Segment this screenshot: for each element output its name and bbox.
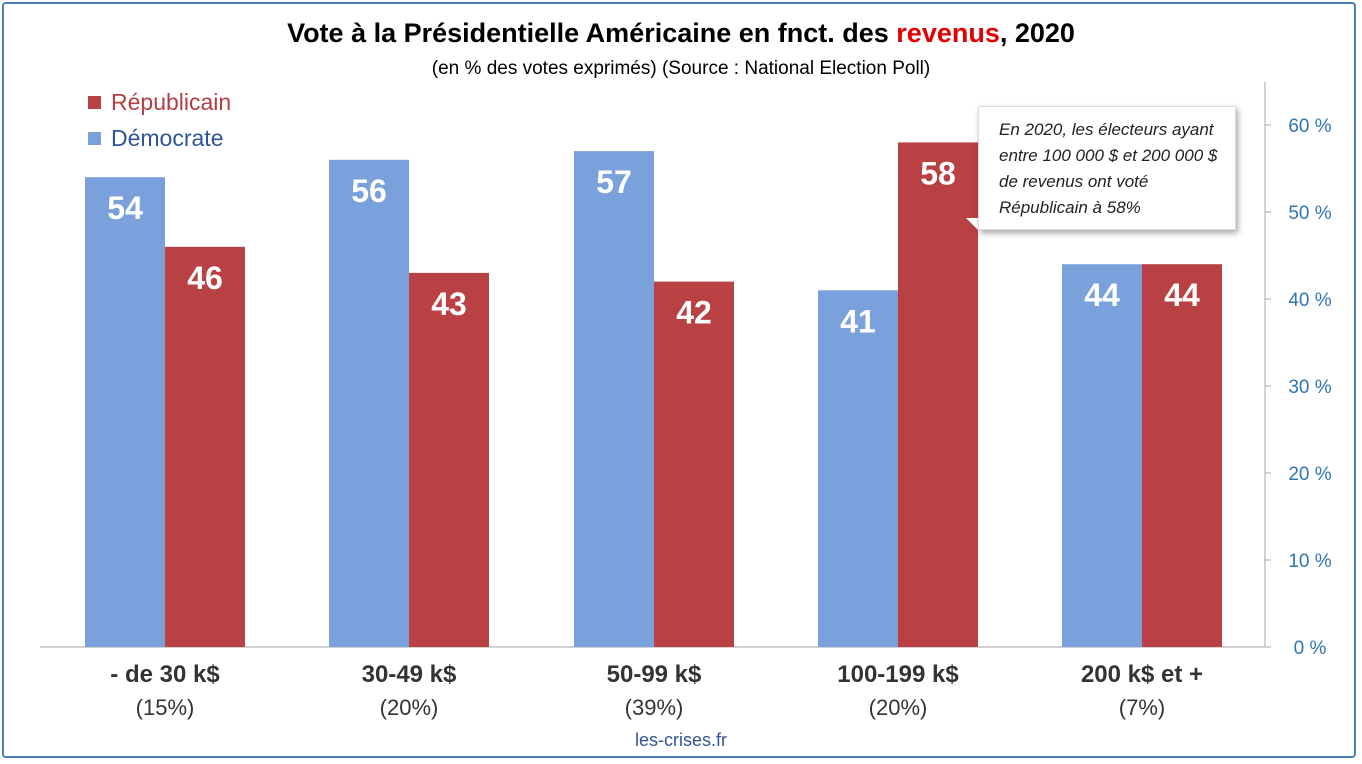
bar-democrate	[574, 151, 654, 647]
legend-swatch-democrate	[88, 131, 101, 145]
title-main: Vote à la Présidentielle Américaine en f…	[287, 18, 897, 48]
bar-value-label: 57	[596, 164, 632, 200]
category-share-label: (15%)	[136, 695, 195, 720]
legend-item-republicain: Républicain	[88, 84, 231, 120]
bar-value-label: 58	[920, 155, 956, 191]
bar-value-label: 46	[187, 260, 223, 296]
y-tick-label: 50 %	[1288, 203, 1331, 224]
bar-republicain	[1142, 264, 1222, 647]
bar-democrate	[818, 290, 898, 647]
y-tick-label: 60 %	[1288, 116, 1331, 137]
bar-republicain	[165, 246, 245, 648]
bar-democrate	[1062, 264, 1142, 647]
bar-value-label: 44	[1164, 277, 1200, 313]
bar-democrate	[85, 177, 165, 647]
legend-item-democrate: Démocrate	[88, 120, 231, 156]
bar-democrate	[329, 159, 409, 648]
legend-swatch-republicain	[88, 95, 101, 109]
bar-value-label: 54	[107, 190, 143, 226]
chart-subtitle: (en % des votes exprimés) (Source : Nati…	[431, 58, 931, 79]
y-tick-label: 20 %	[1288, 464, 1331, 485]
bar-value-label: 56	[351, 173, 387, 209]
bar-republicain	[409, 272, 489, 647]
category-label: 30-49 k$	[362, 661, 457, 688]
category-label: 50-99 k$	[607, 661, 702, 688]
category-label: 100-199 k$	[837, 661, 959, 688]
footer-source: les-crises.fr	[634, 730, 727, 750]
bar-value-label: 41	[840, 303, 876, 339]
chart-title: Vote à la Présidentielle Américaine en f…	[0, 18, 1362, 49]
category-share-label: (7%)	[1119, 695, 1165, 720]
y-tick-label: 10 %	[1288, 551, 1331, 572]
legend-label-democrate: Démocrate	[111, 125, 224, 151]
legend: Républicain Démocrate	[88, 84, 231, 156]
bar-republicain	[654, 281, 734, 647]
bar-value-label: 44	[1084, 277, 1120, 313]
title-end: , 2020	[999, 18, 1075, 48]
legend-label-republicain: Républicain	[111, 89, 232, 115]
category-share-label: (20%)	[380, 695, 439, 720]
bar-republicain	[898, 142, 978, 647]
callout-tail	[966, 218, 980, 232]
bar-value-label: 43	[431, 286, 467, 322]
y-tick-label: 30 %	[1288, 377, 1331, 398]
callout-annotation: En 2020, les électeurs ayant entre 100 0…	[978, 106, 1236, 230]
y-tick-label: 0 %	[1294, 638, 1327, 659]
category-label: 200 k$ et +	[1081, 661, 1203, 688]
category-share-label: (39%)	[625, 695, 684, 720]
category-label: - de 30 k$	[110, 661, 220, 688]
title-highlight: revenus	[896, 18, 1000, 48]
y-tick-label: 40 %	[1288, 290, 1331, 311]
category-share-label: (20%)	[869, 695, 928, 720]
bar-value-label: 42	[676, 295, 712, 331]
